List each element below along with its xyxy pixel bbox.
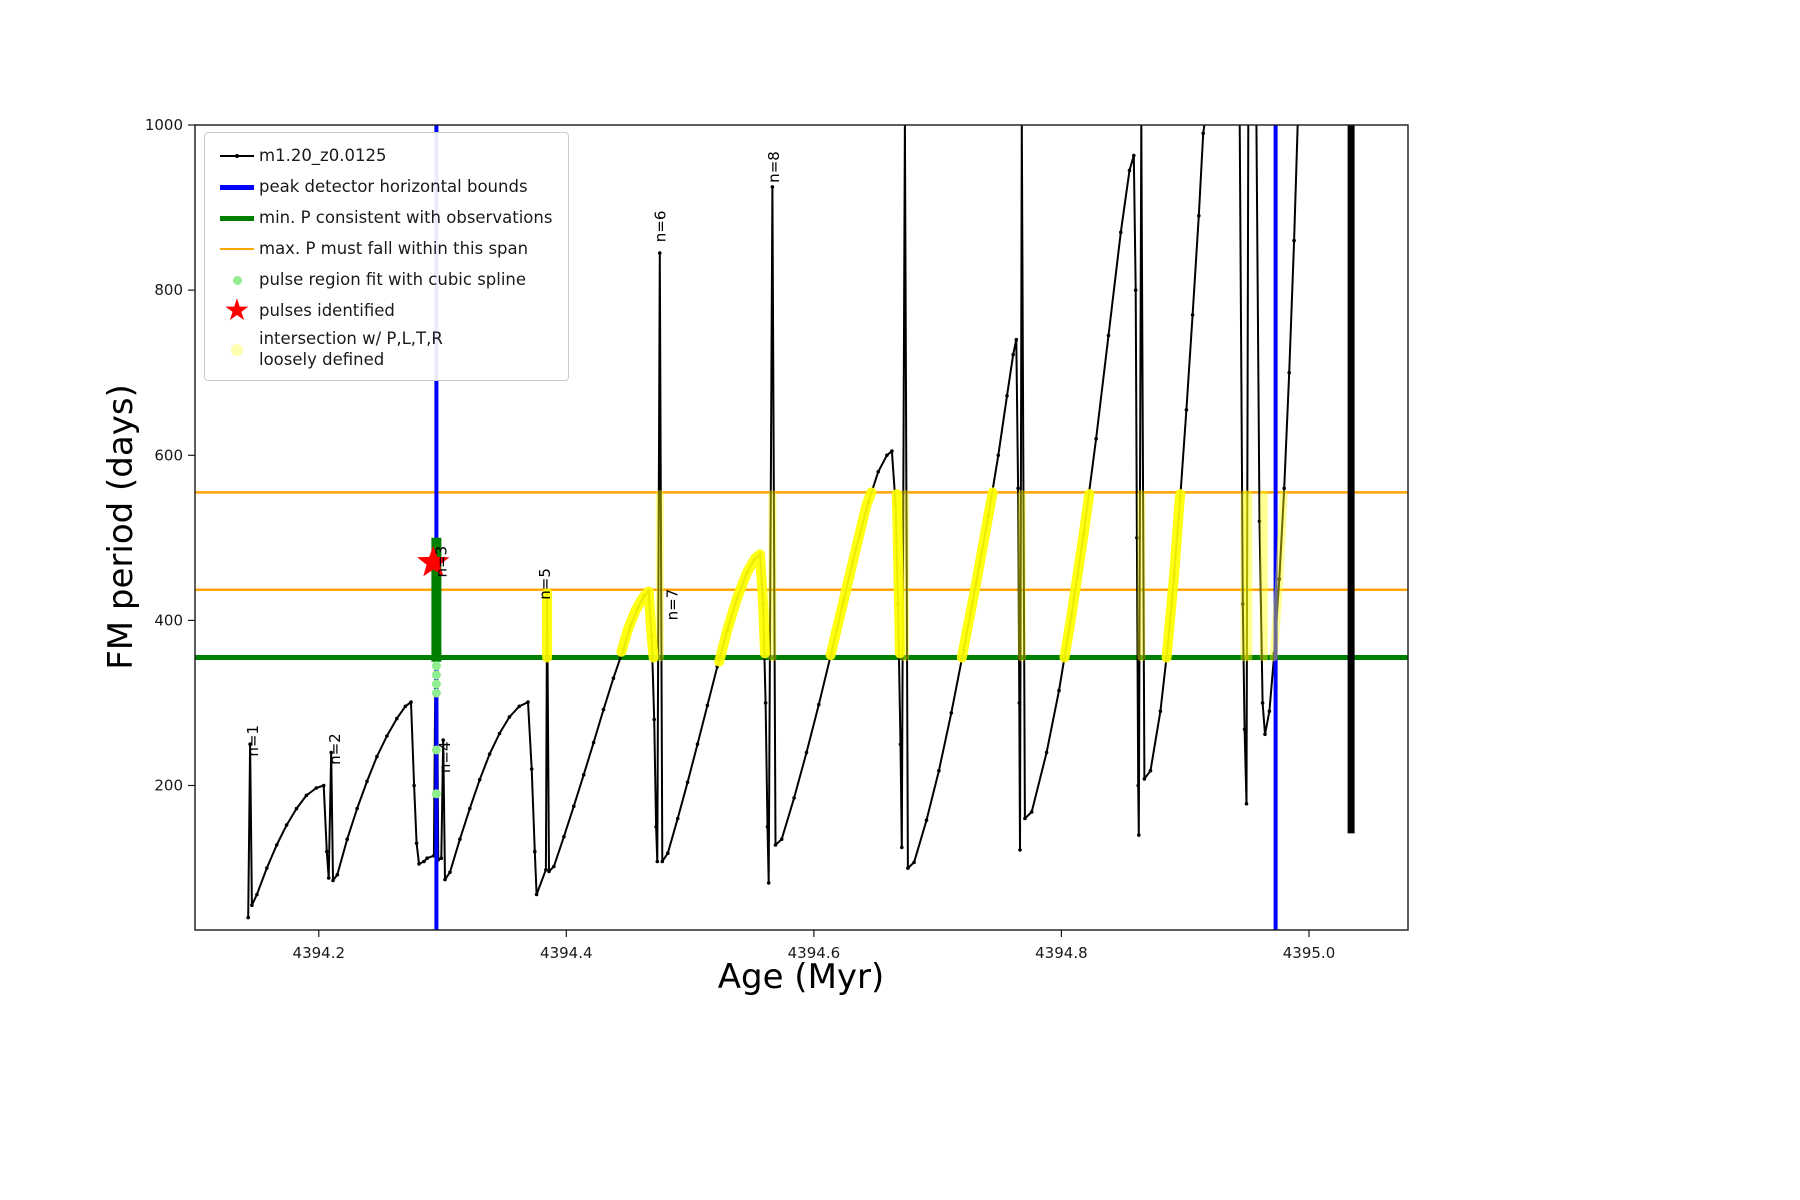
intersection-segment-12: [1161, 489, 1186, 663]
annotation-n=7: n=7: [664, 589, 682, 621]
legend-item-intersection: intersection w/ P,L,T,R loosely defined: [215, 329, 552, 370]
x-tick-label: 4394.2: [293, 944, 346, 962]
legend-item-min-p: min. P consistent with observations: [215, 205, 552, 231]
legend-label-pulses: pulses identified: [259, 300, 395, 320]
y-axis-label: FM period (days): [101, 384, 141, 670]
legend-item-sample: m1.20_z0.0125: [215, 143, 552, 169]
max-p-line-icon: [215, 236, 259, 262]
pulse-star-icon: ★: [223, 293, 251, 328]
legend-label-peak-bounds: peak detector horizontal bounds: [259, 176, 528, 196]
x-tick-label: 4395.0: [1283, 944, 1336, 962]
annotation-n=2: n=2: [326, 733, 344, 765]
intersection-segment-8: [956, 487, 998, 663]
intersection-segment-1: [616, 586, 659, 663]
legend-label-sample: m1.20_z0.0125: [259, 145, 387, 165]
legend-label-intersection: intersection w/ P,L,T,R loosely defined: [259, 329, 443, 369]
y-tick-label: 200: [154, 777, 183, 795]
legend-label-min-p: min. P consistent with observations: [259, 207, 553, 227]
intersection-segment-5: [825, 487, 877, 661]
min-p-line-icon: [215, 205, 259, 231]
x-tick-label: 4394.6: [788, 944, 841, 962]
spline-fit-dot-4: [431, 745, 441, 755]
y-tick-label: 800: [154, 281, 183, 299]
y-tick-label: 400: [154, 611, 183, 629]
legend-item-pulses: ★ pulses identified: [215, 293, 552, 328]
pulse-star-0: [417, 545, 450, 577]
annotation-n=3: n=3: [432, 546, 450, 578]
intersection-highlights: [542, 487, 1288, 667]
y-tick-label: 600: [154, 446, 183, 464]
spline-fit-dot-1: [431, 670, 441, 680]
legend-item-max-p: max. P must fall within this span: [215, 236, 552, 262]
annotation-n=4: n=4: [436, 741, 454, 773]
spline-fit-dot-5: [431, 789, 441, 799]
y-tick-label: 1000: [145, 116, 183, 134]
intersection-segment-6: [891, 489, 905, 659]
legend-label-spline: pulse region fit with cubic spline: [259, 269, 527, 289]
intersection-segment-10: [1059, 489, 1095, 663]
pulse-annotations: n=1 n=2 n=3 n=4 n=5 n=6 n=7 n=8: [244, 151, 783, 773]
peak-bounds-line-icon: [215, 174, 259, 200]
fm-period-curve: [246, 125, 1355, 920]
axes-frame: [194, 124, 1409, 931]
annotation-n=5: n=5: [536, 568, 554, 600]
intersection-segment-3: [714, 549, 770, 667]
spline-fit-dot-2: [431, 679, 441, 689]
legend-item-peak-bounds: peak detector horizontal bounds: [215, 174, 552, 200]
legend-label-max-p: max. P must fall within this span: [259, 238, 529, 258]
annotation-n=8: n=8: [765, 151, 783, 183]
legend-item-spline: pulse region fit with cubic spline: [215, 267, 552, 293]
pulses-identified-marker: [417, 545, 450, 577]
horizontal-threshold-lines: [195, 491, 1408, 660]
sample-line-icon: [215, 143, 259, 169]
spline-dot-icon: [215, 267, 259, 293]
axis-ticks: 4394.2 4394.4 4394.6 4394.8 4395.0 200 400 600 8…: [145, 116, 1335, 962]
x-tick-label: 4394.8: [1035, 944, 1088, 962]
spline-fit-dot-3: [431, 688, 441, 698]
annotation-n=1: n=1: [244, 725, 262, 757]
intersection-segment-16: [1269, 490, 1288, 662]
x-tick-label: 4394.4: [540, 944, 593, 962]
intersection-dot-icon: [215, 337, 259, 363]
annotation-n=6: n=6: [651, 211, 669, 243]
spline-fit-dot-0: [431, 661, 441, 671]
x-axis-label: Age (Myr): [718, 957, 885, 997]
